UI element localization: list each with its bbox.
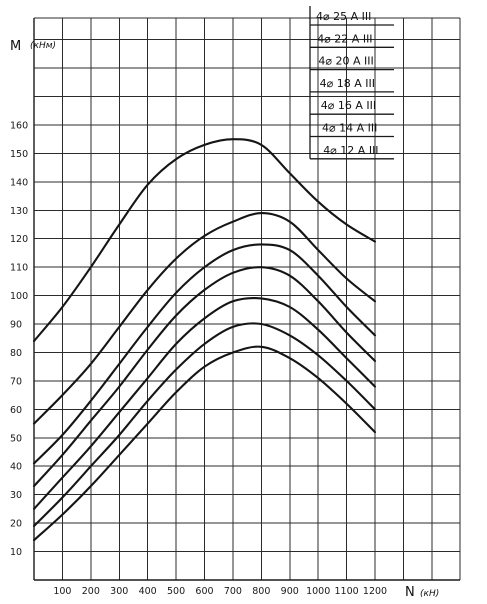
legend-entry: 4⌀ 16 А III xyxy=(321,99,376,112)
x-tick-label: 1200 xyxy=(363,586,387,597)
x-axis-unit: (кН) xyxy=(420,589,439,599)
series-lines xyxy=(32,138,377,542)
x-tick-label: 500 xyxy=(167,586,185,597)
series-line-6 xyxy=(32,322,377,528)
y-axis-title-group: M (кНм) xyxy=(10,39,56,54)
y-axis-unit: (кНм) xyxy=(30,41,56,51)
grid xyxy=(33,17,461,581)
y-tick-label: 110 xyxy=(10,263,28,274)
y-tick-label: 70 xyxy=(10,376,22,387)
y-tick-label: 120 xyxy=(10,234,28,245)
series-line-3 xyxy=(32,243,377,465)
y-tick-label: 130 xyxy=(10,206,28,217)
legend: 4⌀ 25 А III 4⌀ 22 А III 4⌀ 20 А III 4⌀ 18 А… xyxy=(309,6,394,160)
series-line-7 xyxy=(32,345,377,542)
y-tick-label: 160 xyxy=(10,120,28,131)
x-tick-label: 300 xyxy=(110,586,128,597)
y-tick-label: 60 xyxy=(10,405,22,416)
x-tick-label: 900 xyxy=(281,586,299,597)
x-tick-label: 400 xyxy=(139,586,157,597)
y-axis-title: M xyxy=(10,39,21,54)
legend-entry: 4⌀ 22 А III xyxy=(317,32,372,45)
y-tick-label: 100 xyxy=(10,291,28,302)
y-tick-label: 50 xyxy=(10,433,22,444)
x-tick-label: 1000 xyxy=(306,586,330,597)
y-tick-label: 20 xyxy=(10,519,22,530)
y-tick-label: 40 xyxy=(10,462,22,473)
legend-entry: 4⌀ 20 А III xyxy=(318,55,373,68)
x-axis-title: N xyxy=(405,585,415,600)
legend-entry: 4⌀ 18 А III xyxy=(320,77,375,90)
y-tick-label: 140 xyxy=(10,177,28,188)
series-line-1 xyxy=(32,138,377,343)
tick-labels: 100 200 300 400 500 600 700 800 900 1000 1100 1200 1… xyxy=(10,120,387,597)
y-tick-label: 30 xyxy=(10,490,22,501)
x-tick-label: 1100 xyxy=(334,586,358,597)
y-tick-label: 10 xyxy=(10,547,22,558)
series-line-2 xyxy=(32,212,377,425)
y-tick-label: 80 xyxy=(10,348,22,359)
series-line-5 xyxy=(32,296,377,510)
x-axis-title-group: N (кН) xyxy=(405,585,439,600)
x-tick-label: 200 xyxy=(82,586,100,597)
y-tick-label: 150 xyxy=(10,149,28,160)
x-tick-label: 700 xyxy=(224,586,242,597)
x-tick-label: 800 xyxy=(252,586,270,597)
legend-entry: 4⌀ 12 А III xyxy=(323,144,378,157)
series-line-4 xyxy=(32,266,377,488)
x-tick-label: 100 xyxy=(53,586,71,597)
y-tick-label: 90 xyxy=(10,320,22,331)
x-tick-label: 600 xyxy=(195,586,213,597)
legend-entry: 4⌀ 25 А III xyxy=(316,10,371,23)
legend-entry: 4⌀ 14 А III xyxy=(322,122,377,135)
